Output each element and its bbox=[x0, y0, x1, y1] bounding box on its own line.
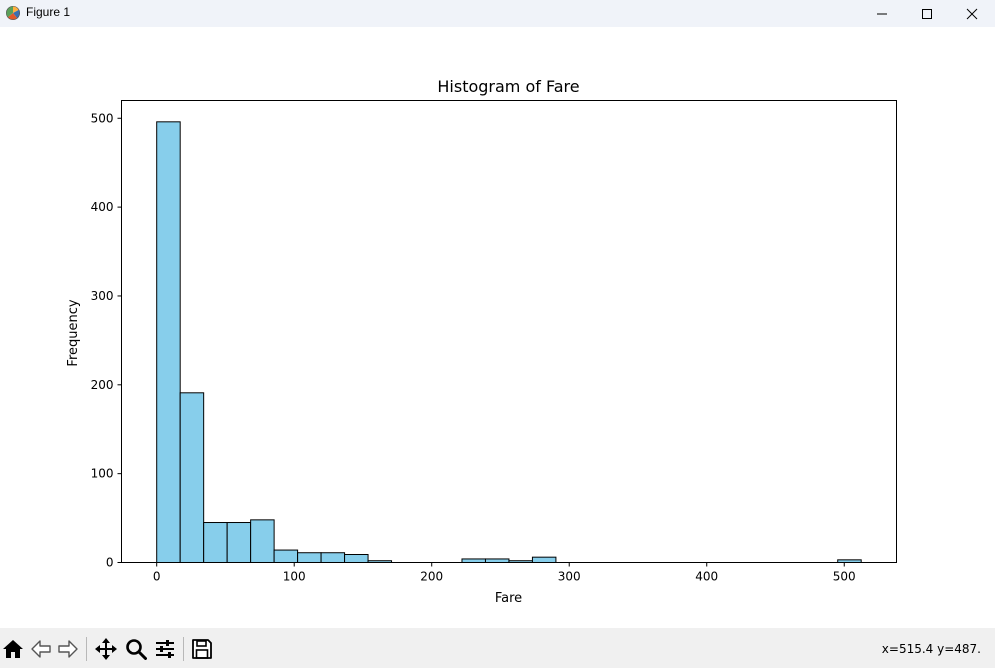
x-ticks-group: 0 100 200 300 400 500 bbox=[153, 562, 856, 584]
window-title: Figure 1 bbox=[26, 5, 71, 19]
toolbar-separator bbox=[183, 637, 184, 661]
configure-subplots-button[interactable] bbox=[153, 637, 177, 661]
maximize-icon bbox=[922, 8, 932, 19]
x-tick-label: 500 bbox=[833, 570, 856, 584]
y-tick-label: 500 bbox=[91, 111, 114, 125]
minimize-button[interactable] bbox=[859, 0, 905, 27]
forward-icon bbox=[58, 640, 78, 658]
histogram-bar bbox=[179, 392, 205, 563]
histogram-bar bbox=[461, 558, 486, 564]
histogram-bar bbox=[297, 552, 322, 564]
axes-frame bbox=[121, 100, 897, 563]
maximize-button[interactable] bbox=[904, 0, 950, 27]
histogram-bar bbox=[484, 558, 510, 564]
histogram-bar bbox=[273, 549, 299, 563]
histogram-bar bbox=[320, 552, 346, 564]
pan-icon bbox=[95, 638, 117, 660]
matplotlib-logo-icon bbox=[6, 6, 20, 20]
y-tick-label: 200 bbox=[91, 378, 114, 392]
histogram-bar bbox=[344, 554, 369, 563]
home-icon bbox=[3, 640, 23, 658]
y-tick-label: 100 bbox=[91, 467, 114, 481]
toolbar-separator bbox=[86, 637, 87, 661]
y-tick-label: 0 bbox=[106, 556, 114, 570]
chart-title: Histogram of Fare bbox=[437, 77, 579, 96]
x-tick-label: 400 bbox=[695, 570, 718, 584]
home-button[interactable] bbox=[1, 637, 25, 661]
navigation-toolbar: x=515.4 y=487. bbox=[0, 628, 995, 668]
bars-group bbox=[156, 121, 862, 564]
histogram-bar bbox=[203, 522, 228, 563]
configure-subplots-icon bbox=[156, 640, 174, 658]
zoom-icon bbox=[126, 639, 147, 660]
x-tick-label: 100 bbox=[283, 570, 306, 584]
figure-canvas[interactable]: Histogram of Fare Fare Frequency 0 100 200… bbox=[0, 27, 995, 628]
y-tick-label: 300 bbox=[91, 289, 114, 303]
close-icon bbox=[966, 8, 978, 19]
back-button[interactable] bbox=[29, 637, 53, 661]
histogram-bar bbox=[226, 522, 252, 563]
forward-button[interactable] bbox=[56, 637, 80, 661]
save-button[interactable] bbox=[190, 637, 214, 661]
y-axis-label: Frequency bbox=[66, 299, 81, 366]
y-tick-label: 400 bbox=[91, 200, 114, 214]
x-tick-label: 200 bbox=[420, 570, 443, 584]
histogram-chart: Histogram of Fare Fare Frequency 0 100 200… bbox=[66, 77, 897, 606]
zoom-button[interactable] bbox=[124, 637, 148, 661]
x-axis-label: Fare bbox=[495, 591, 522, 606]
x-tick-label: 0 bbox=[153, 570, 161, 584]
histogram-bar bbox=[250, 519, 275, 564]
pan-button[interactable] bbox=[94, 637, 118, 661]
minimize-icon bbox=[877, 13, 887, 14]
title-bar: Figure 1 bbox=[0, 0, 995, 27]
x-tick-label: 300 bbox=[558, 570, 581, 584]
y-ticks-group: 0 100 200 300 400 500 bbox=[91, 111, 122, 570]
back-icon bbox=[31, 640, 51, 658]
save-icon bbox=[192, 639, 212, 659]
histogram-bar bbox=[156, 121, 181, 563]
cursor-coordinates: x=515.4 y=487. bbox=[881, 642, 981, 656]
close-button[interactable] bbox=[949, 0, 995, 27]
histogram-bar bbox=[531, 556, 557, 564]
